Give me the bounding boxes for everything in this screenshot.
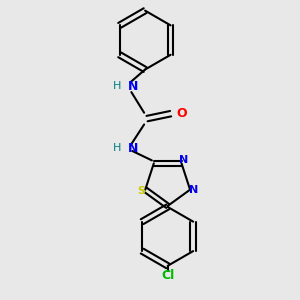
Text: N: N [128,80,138,93]
Text: H: H [113,81,122,91]
Text: N: N [128,142,138,154]
Text: N: N [179,155,188,165]
Text: H: H [113,143,122,153]
Text: Cl: Cl [161,269,174,282]
Text: O: O [176,107,187,120]
Text: S: S [137,186,145,196]
Text: N: N [189,185,199,195]
